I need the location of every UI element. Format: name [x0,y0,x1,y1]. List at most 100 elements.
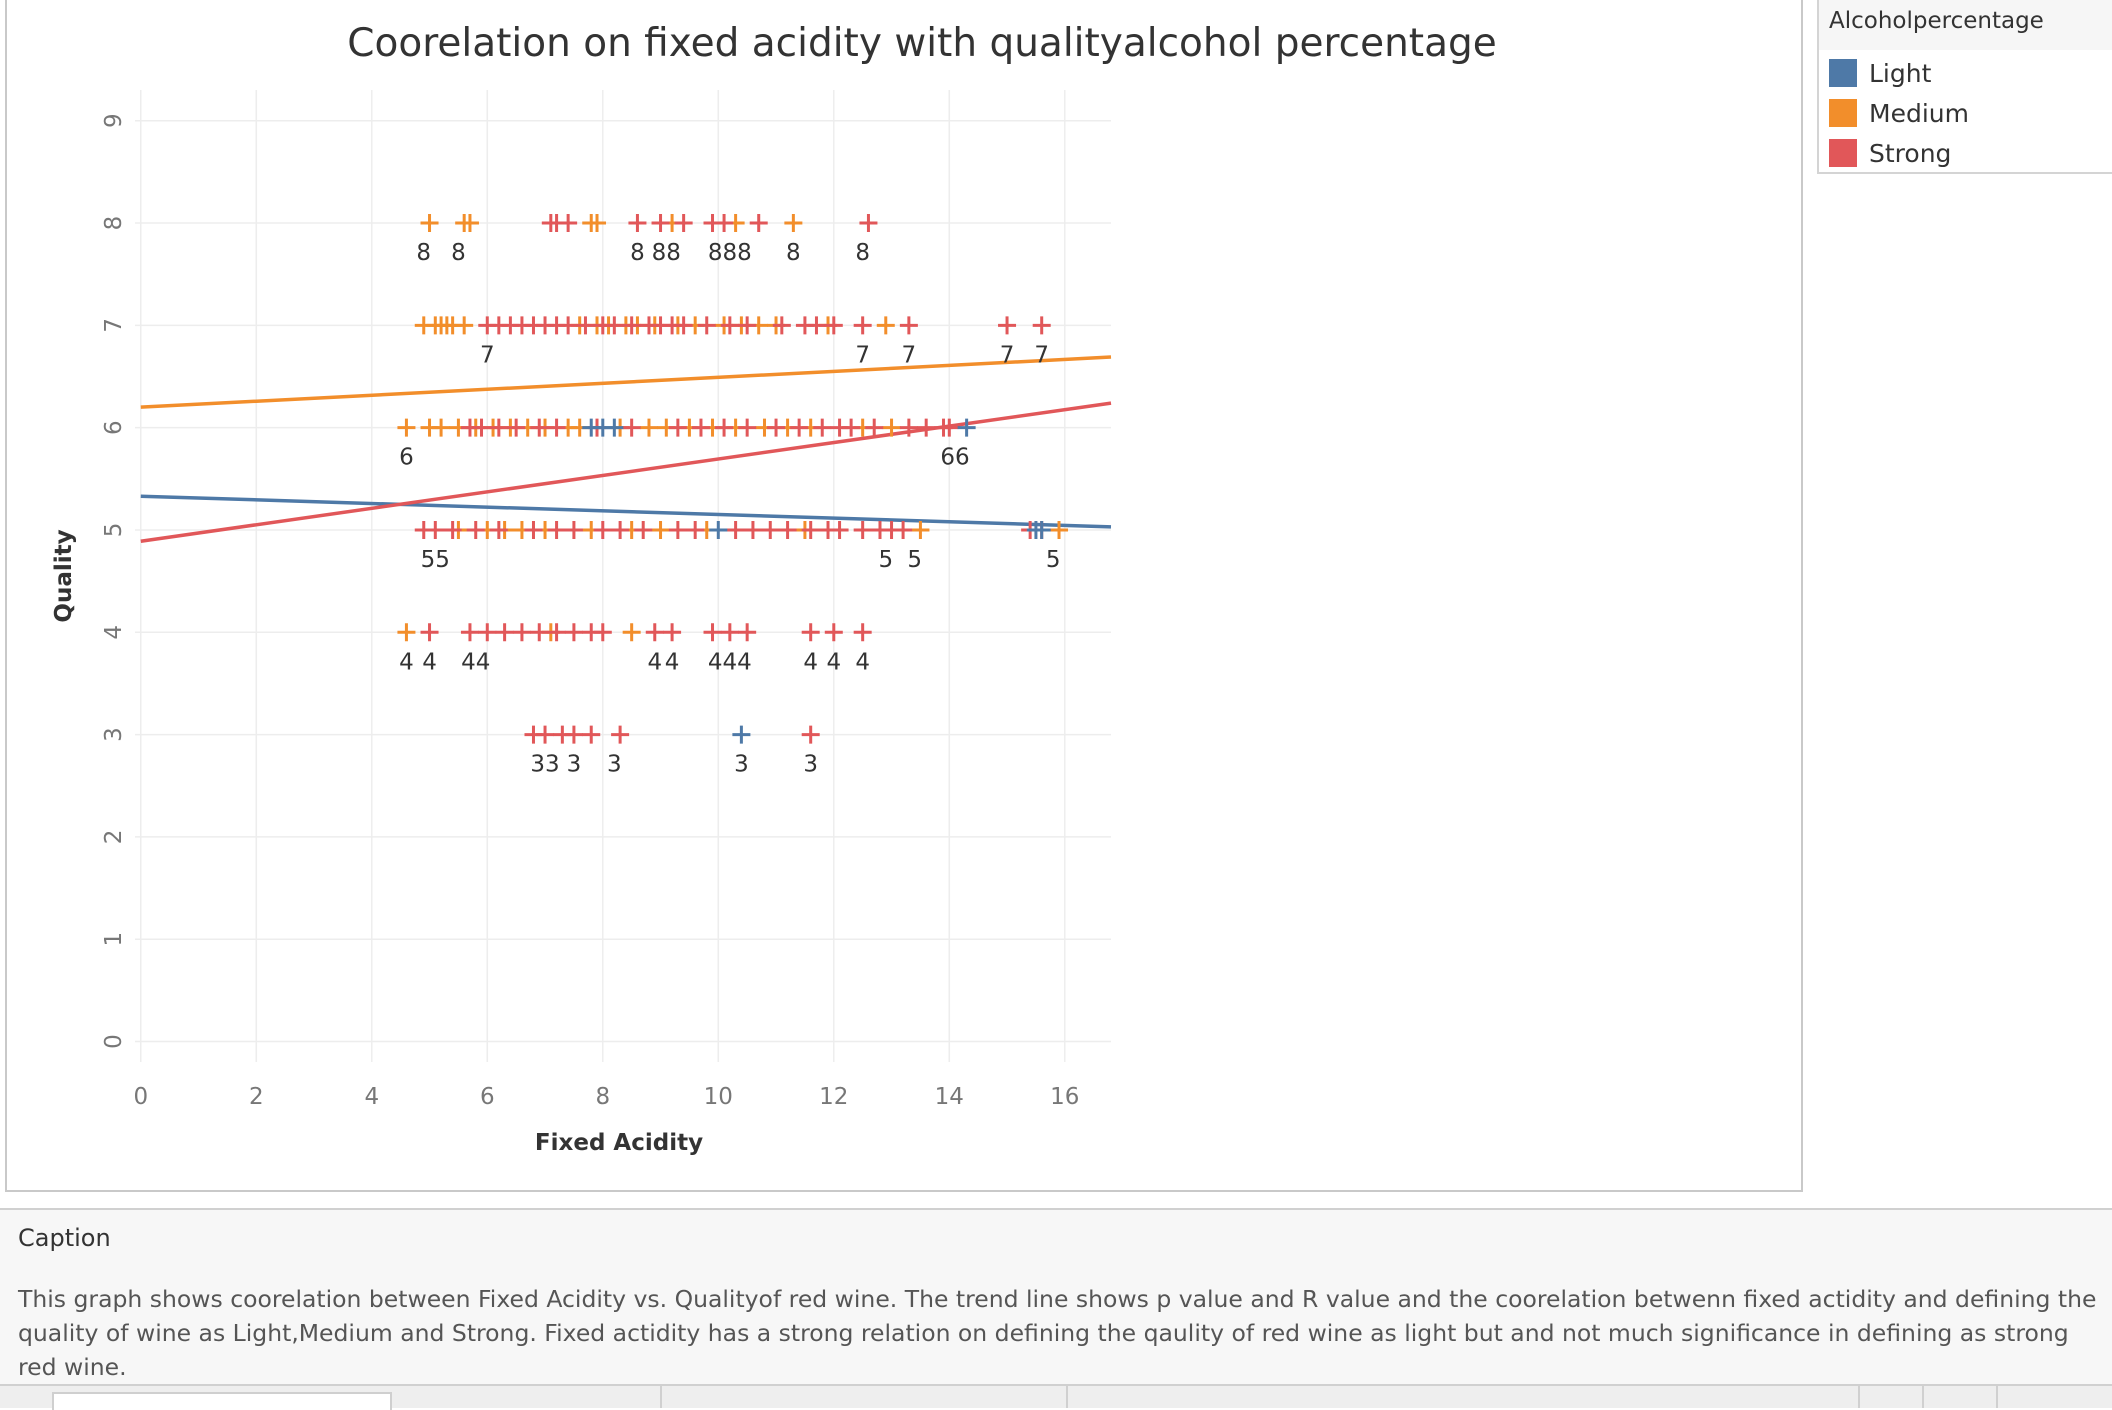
caption-title: Caption [18,1224,111,1252]
legend-item-light[interactable]: Light [1829,55,1931,91]
data-point-strong [512,623,531,642]
x-tick-label: 12 [819,1084,848,1110]
data-point-medium [876,316,895,335]
data-point-medium [420,214,439,233]
data-label: 7 [1000,342,1015,368]
data-label: 5 [878,547,893,573]
x-tick-label: 10 [704,1084,733,1110]
data-point-strong [853,520,872,539]
data-point-strong [720,316,739,335]
data-point-medium [651,520,670,539]
data-label: 44 [461,649,490,675]
data-point-strong [674,214,693,233]
legend-swatch-medium [1829,99,1857,127]
data-label: 3 [607,752,622,778]
sheet-tab[interactable] [660,1386,662,1408]
data-point-light [957,418,976,437]
data-point-medium [460,214,479,233]
data-point-strong [697,316,716,335]
data-point-strong [634,520,653,539]
data-point-strong [738,623,757,642]
data-point-strong [738,316,757,335]
legend-label-light: Light [1869,58,1932,88]
data-point-strong [628,214,647,233]
data-label: 55 [421,547,450,573]
data-label: 8 [630,240,645,266]
data-label: 4 [803,649,818,675]
y-tick-label: 3 [101,727,127,742]
data-point-strong [472,418,491,437]
data-point-strong [899,316,918,335]
data-point-strong [715,418,734,437]
data-point-strong [859,214,878,233]
legend: Alcoholpercentage Light Medium Strong [1817,0,2112,174]
data-point-strong [691,418,710,437]
data-point-strong [686,520,705,539]
y-tick-label: 5 [101,523,127,538]
data-point-strong [767,418,786,437]
data-label: 7 [902,342,917,368]
data-label: 8 [855,240,870,266]
trend-line-medium [140,355,1112,409]
x-tick-label: 0 [133,1084,148,1110]
y-tick-label: 4 [101,625,127,640]
data-point-medium [397,418,416,437]
data-label: 4 [647,649,662,675]
data-point-strong [564,520,583,539]
data-label: 3 [803,752,818,778]
data-label: 6 [399,445,414,471]
legend-header [1819,0,2112,50]
x-tick-label: 4 [364,1084,379,1110]
data-point-strong [478,623,497,642]
legend-item-strong[interactable]: Strong [1829,135,1951,171]
chart-title: Coorelation on fixed acidity with qualit… [347,21,1497,66]
x-tick-label: 14 [935,1084,964,1110]
data-point-strong [651,214,670,233]
sheet-tab[interactable] [1066,1386,1068,1408]
y-tick-label: 6 [101,420,127,435]
sheet-tab[interactable] [1996,1386,1998,1408]
data-point-strong [530,623,549,642]
data-point-strong [576,316,595,335]
data-point-strong [761,520,780,539]
data-point-medium [397,623,416,642]
data-point-strong [611,725,630,744]
data-label: 3 [734,752,749,778]
data-point-strong [894,520,913,539]
data-point-strong [559,316,578,335]
data-point-strong [940,418,959,437]
y-tick-label: 9 [101,113,127,128]
data-point-medium [588,214,607,233]
data-point-strong [559,214,578,233]
data-point-light [709,520,728,539]
data-point-strong [801,623,820,642]
data-point-strong [663,623,682,642]
sheet-tab-active[interactable] [52,1392,392,1410]
sheet-tab[interactable] [1858,1386,1860,1408]
data-point-strong [547,623,566,642]
data-point-medium [1050,520,1069,539]
caption-text: This graph shows coorelation between Fix… [18,1285,2097,1381]
x-axis-label: Fixed Acidity [535,1130,703,1156]
data-label: 7 [480,342,495,368]
data-point-strong [801,725,820,744]
x-tick-label: 6 [480,1084,495,1110]
data-label: 4 [422,649,437,675]
caption-pane: Caption This graph shows coorelation bet… [0,1208,2112,1386]
data-point-strong [547,520,566,539]
data-point-strong [420,623,439,642]
data-point-strong [443,520,462,539]
legend-item-medium[interactable]: Medium [1829,95,1969,131]
x-tick-label: 16 [1050,1084,1079,1110]
data-point-strong [645,623,664,642]
data-point-strong [622,316,641,335]
data-label: 5 [907,547,922,573]
data-point-strong [842,418,861,437]
data-point-strong [547,418,566,437]
data-label: 33 [530,752,559,778]
data-point-strong [790,418,809,437]
sheet-tab[interactable] [1922,1386,1924,1408]
data-label: 4 [665,649,680,675]
x-tick-label: 2 [249,1084,264,1110]
data-point-strong [715,214,734,233]
